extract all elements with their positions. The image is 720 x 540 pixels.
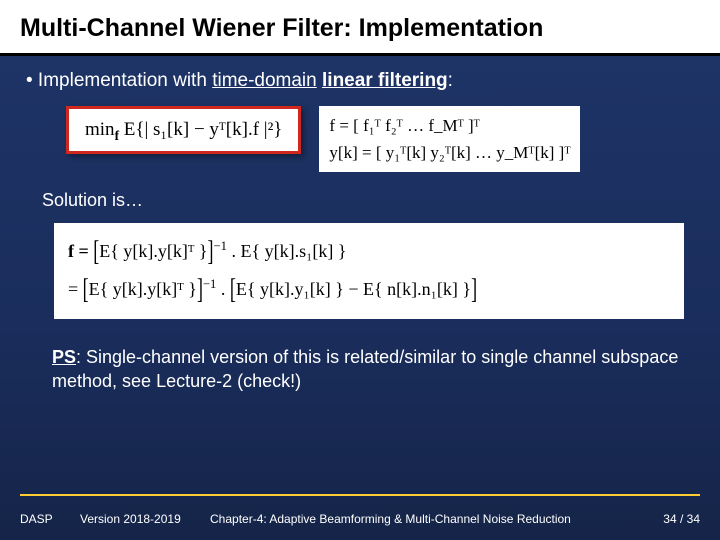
eq-vec-y: y[k] = [ y₁ᵀ[k] y₂ᵀ[k] … y_Mᵀ[k] ]ᵀ xyxy=(329,139,570,166)
bullet-underline-1: time-domain xyxy=(212,70,317,91)
solution-label: Solution is… xyxy=(42,190,694,211)
eq-sol-l1-c: . E{ y[k].s₁[k] } xyxy=(227,241,347,261)
ps-label: PS xyxy=(52,347,76,367)
footer-version: Version 2018-2019 xyxy=(80,512,210,526)
bullet-implementation: • Implementation with time-domain linear… xyxy=(26,70,694,92)
ps-note: PS: Single-channel version of this is re… xyxy=(52,345,680,394)
bullet-suffix: : xyxy=(448,70,453,91)
eq-sol-l2-b: E{ y[k].y[k]ᵀ } xyxy=(89,279,197,299)
title-band: Multi-Channel Wiener Filter: Implementat… xyxy=(0,0,720,56)
eq-min-E: E xyxy=(119,119,135,140)
bullet-prefix: • Implementation with xyxy=(26,70,212,91)
eq-min-prefix: min xyxy=(85,119,115,140)
footer: DASP Version 2018-2019 Chapter-4: Adapti… xyxy=(20,512,700,526)
eq-sol-l2-a: = xyxy=(68,279,83,299)
equation-min-box: minf E{| s₁[k] − yᵀ[k].f |²} xyxy=(66,106,301,154)
eq-solution-line-1: f = [E{ y[k].y[k]ᵀ }]−1 . E{ y[k].s₁[k] … xyxy=(68,233,670,271)
eq-min-body: | s₁[k] − yᵀ[k].f |² xyxy=(144,119,273,140)
footer-dasp: DASP xyxy=(20,512,80,526)
slide-title: Multi-Channel Wiener Filter: Implementat… xyxy=(20,14,700,43)
equation-row-1: minf E{| s₁[k] − yᵀ[k].f |²} f = [ f₁ᵀ f… xyxy=(66,106,694,172)
footer-rule xyxy=(20,494,700,496)
eq-sol-l1-a: f = xyxy=(68,241,93,261)
eq-sol-inv-1: −1 xyxy=(214,239,227,253)
slide: Multi-Channel Wiener Filter: Implementat… xyxy=(0,0,720,540)
footer-page: 34 / 34 xyxy=(640,512,700,526)
content-area: • Implementation with time-domain linear… xyxy=(0,56,720,394)
eq-solution-line-2: = [E{ y[k].y[k]ᵀ }]−1 . [E{ y[k].y₁[k] }… xyxy=(68,271,670,309)
ps-text: : Single-channel version of this is rela… xyxy=(52,347,678,391)
equation-solution-box: f = [E{ y[k].y[k]ᵀ }]−1 . E{ y[k].s₁[k] … xyxy=(54,223,684,319)
eq-sol-l2-c: . xyxy=(216,279,230,299)
eq-sol-l1-b: E{ y[k].y[k]ᵀ } xyxy=(99,241,207,261)
footer-chapter: Chapter-4: Adaptive Beamforming & Multi-… xyxy=(210,512,640,526)
eq-sol-l2-d: E{ y[k].y₁[k] } − E{ n[k].n₁[k] } xyxy=(236,279,471,299)
eq-vec-f: f = [ f₁ᵀ f₂ᵀ … f_Mᵀ ]ᵀ xyxy=(329,112,570,139)
bullet-underline-2: linear filtering xyxy=(322,70,448,91)
equation-vectors-box: f = [ f₁ᵀ f₂ᵀ … f_Mᵀ ]ᵀ y[k] = [ y₁ᵀ[k] … xyxy=(319,106,580,172)
